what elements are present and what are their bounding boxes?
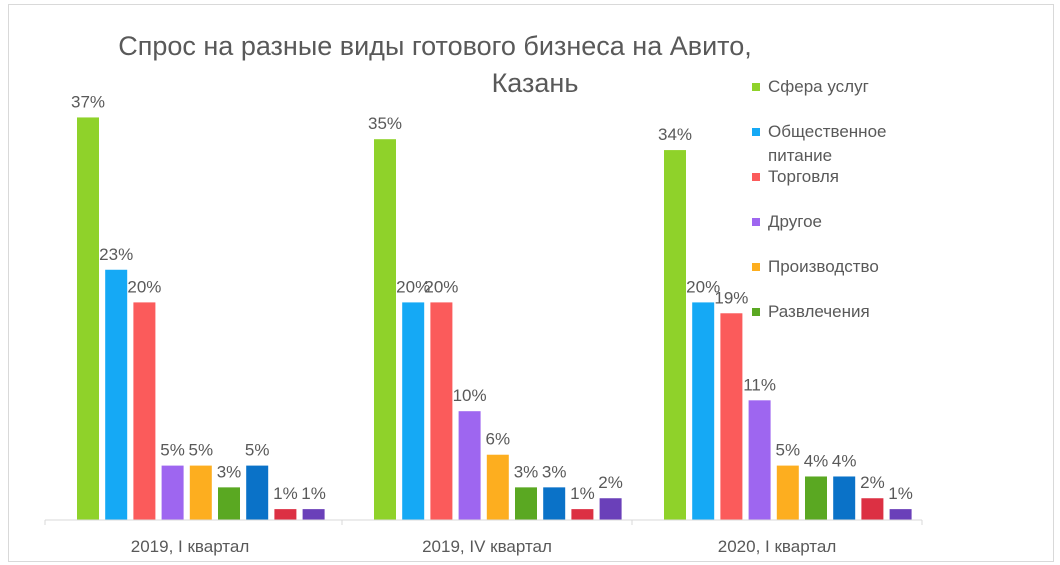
data-label: 1% <box>273 484 298 503</box>
bar <box>374 139 396 520</box>
bar <box>458 411 481 520</box>
data-label: 4% <box>804 451 829 470</box>
bar <box>776 465 799 520</box>
data-label: 23% <box>99 245 133 264</box>
bar <box>720 313 743 520</box>
data-label: 1% <box>888 484 913 503</box>
data-label: 3% <box>542 462 567 481</box>
data-label: 3% <box>514 462 539 481</box>
bar <box>543 487 566 520</box>
legend-swatch <box>752 308 760 316</box>
legend-swatch <box>752 128 760 136</box>
data-label: 5% <box>160 441 185 460</box>
bar <box>77 117 99 520</box>
data-label: 1% <box>301 484 326 503</box>
bar <box>861 498 884 520</box>
x-tick-label: 2019, IV квартал <box>422 537 552 556</box>
bar <box>402 302 425 520</box>
bar <box>189 465 212 520</box>
data-label: 20% <box>127 277 161 296</box>
bar <box>246 465 269 520</box>
data-label: 5% <box>189 441 214 460</box>
legend-label: Сфера услуг <box>768 77 869 96</box>
bar <box>515 487 537 520</box>
chart-title-line-2: Казань <box>492 68 579 98</box>
legend-swatch <box>752 83 760 91</box>
data-label: 34% <box>658 125 692 144</box>
bar <box>664 150 686 520</box>
bar <box>599 498 622 520</box>
bar <box>748 400 771 520</box>
data-label: 19% <box>714 288 748 307</box>
bar <box>692 302 715 520</box>
bar <box>302 509 325 520</box>
data-label: 5% <box>245 441 270 460</box>
data-label: 6% <box>486 430 511 449</box>
legend-label: Общественное <box>768 122 886 141</box>
bar <box>161 465 184 520</box>
data-label: 20% <box>396 277 430 296</box>
chart-title-line-1: Спрос на разные виды готового бизнеса на… <box>118 31 752 61</box>
bar <box>571 509 594 520</box>
bar <box>133 302 156 520</box>
legend-swatch <box>752 173 760 181</box>
data-label: 3% <box>217 462 242 481</box>
legend-label: Производство <box>768 257 879 276</box>
data-label: 37% <box>71 92 105 111</box>
data-label: 2% <box>598 473 623 492</box>
legend-label: Торговля <box>768 167 839 186</box>
data-label: 35% <box>368 114 402 133</box>
legend-swatch <box>752 218 760 226</box>
data-label: 20% <box>686 277 720 296</box>
data-label: 20% <box>424 277 458 296</box>
bar <box>274 509 297 520</box>
x-tick-label: 2020, I квартал <box>718 537 837 556</box>
bar <box>105 269 128 520</box>
bar <box>218 487 240 520</box>
data-label: 10% <box>453 386 487 405</box>
bar <box>889 509 912 520</box>
bar <box>430 302 453 520</box>
data-label: 1% <box>570 484 595 503</box>
bar <box>486 454 509 520</box>
bar <box>805 476 827 520</box>
data-label: 4% <box>832 451 857 470</box>
legend-label: питание <box>768 146 832 165</box>
legend-swatch <box>752 263 760 271</box>
legend-label: Другое <box>768 212 822 231</box>
bar <box>833 476 856 520</box>
data-label: 11% <box>743 375 776 394</box>
legend-label: Развлечения <box>768 302 870 321</box>
x-tick-label: 2019, I квартал <box>131 537 250 556</box>
data-label: 2% <box>860 473 885 492</box>
data-label: 5% <box>776 441 801 460</box>
